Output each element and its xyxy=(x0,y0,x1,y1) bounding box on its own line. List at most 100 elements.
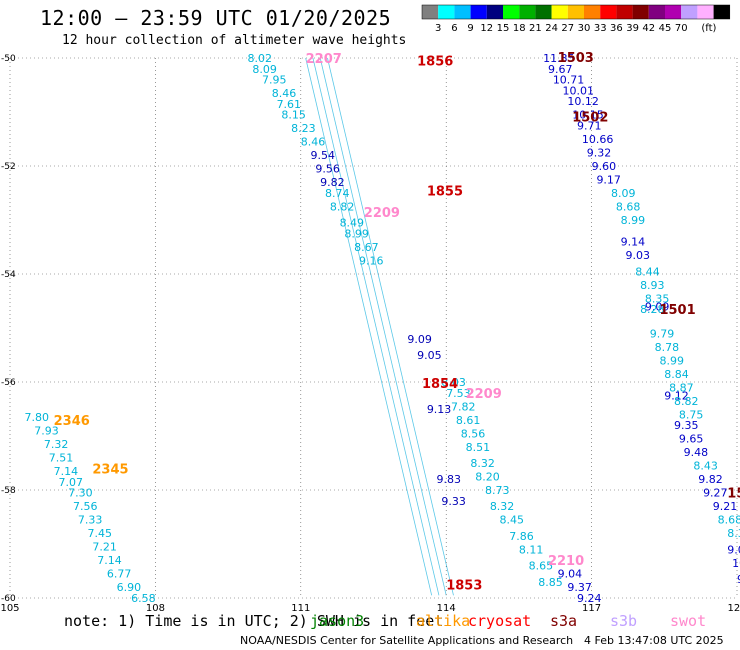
swh-value-label: 8.45 xyxy=(500,514,524,527)
pass-time-label: 1856 xyxy=(417,55,453,70)
swh-value-label: 9.17 xyxy=(596,174,621,187)
color-swatch xyxy=(470,5,487,19)
swh-value-label: 7.95 xyxy=(262,74,287,87)
swh-value-label: 9.48 xyxy=(684,446,709,459)
swh-value-label: 8.02 xyxy=(247,52,272,65)
satellite-legend-s3a: s3a xyxy=(550,612,578,630)
pass-time-label: 1855 xyxy=(427,184,463,199)
swh-value-label: 9.65 xyxy=(679,433,704,446)
swh-value-label: 6.58 xyxy=(131,592,156,605)
satellite-legend-altika: altika xyxy=(416,612,471,630)
pass-time-label: 150 xyxy=(727,487,740,502)
pass-time-label: 2345 xyxy=(92,462,128,477)
satellite-legend-cryosat: cryosat xyxy=(468,612,532,630)
color-scale-label: 33 xyxy=(594,23,607,34)
swh-value-label: 8.82 xyxy=(674,395,699,408)
swh-value-label: 9.24 xyxy=(577,592,602,605)
swh-value-label: 8.84 xyxy=(664,368,689,381)
pass-time-label: 1502 xyxy=(572,110,608,125)
swh-value-label: 7.33 xyxy=(78,514,103,527)
color-swatch xyxy=(438,5,455,19)
swh-value-label: 9.54 xyxy=(310,149,335,162)
swh-value-label: 8.11 xyxy=(519,543,544,556)
swh-value-label: 9.05 xyxy=(417,349,442,362)
swh-value-label: 8.56 xyxy=(461,427,486,440)
satellite-legend-s3b: s3b xyxy=(610,612,638,630)
color-scale-label: 45 xyxy=(659,23,672,34)
color-scale-label: 42 xyxy=(642,23,655,34)
swh-value-label: 7.14 xyxy=(54,465,78,478)
color-swatch xyxy=(503,5,520,19)
swh-value-label: 8.15 xyxy=(281,109,306,122)
y-tick-label: -58 xyxy=(1,486,16,496)
swh-value-label: 7.53 xyxy=(446,387,471,400)
swh-value-label: 9.14 xyxy=(621,236,646,249)
x-tick-label: 105 xyxy=(0,603,19,612)
swh-value-label: 9.60 xyxy=(592,160,617,173)
swh-value-label: 7.86 xyxy=(509,530,534,543)
color-swatch xyxy=(486,5,503,19)
color-swatch xyxy=(600,5,617,19)
swh-value-label: 9.37 xyxy=(567,581,592,594)
chart-subtitle: 12 hour collection of altimeter wave hei… xyxy=(62,33,407,48)
track-line xyxy=(312,57,440,596)
color-scale-label: 15 xyxy=(497,23,510,34)
swh-value-label: 10.15 xyxy=(572,109,604,122)
pass-time-label: 2209 xyxy=(364,206,400,221)
swh-value-label: 6.77 xyxy=(107,568,132,581)
swh-value-label: 9.21 xyxy=(713,500,738,513)
swh-value-label: 10.71 xyxy=(553,74,585,87)
swh-value-label: 9.33 xyxy=(441,495,466,508)
chart-title: 12:00 – 23:59 UTC 01/20/2025 xyxy=(40,6,392,30)
swh-value-label: 8.99 xyxy=(621,214,646,227)
swh-value-label: 9.71 xyxy=(577,120,602,133)
swh-value-label: 8.99 xyxy=(344,228,369,241)
swh-value-label: 9.32 xyxy=(737,573,740,586)
swh-value-label: 10.12 xyxy=(732,557,740,570)
swh-value-label: 8.32 xyxy=(490,500,515,513)
track-line xyxy=(305,57,433,596)
pass-time-label: 2209 xyxy=(466,387,502,402)
color-scale-label: 18 xyxy=(513,23,526,34)
color-scale-label: 9 xyxy=(467,23,473,34)
swh-value-label: 8.61 xyxy=(456,414,481,427)
swh-value-label: 8.44 xyxy=(635,265,660,278)
swh-value-label: 7.45 xyxy=(88,527,113,540)
swh-value-label: 8.32 xyxy=(727,527,740,540)
swh-value-label: 7.61 xyxy=(277,98,302,111)
color-scale-label: 3 xyxy=(435,23,441,34)
color-swatch xyxy=(454,5,471,19)
swh-value-label: 8.93 xyxy=(640,279,665,292)
y-tick-label: -54 xyxy=(1,270,16,280)
swh-value-label: 7.30 xyxy=(68,487,93,500)
swh-value-label: 8.75 xyxy=(679,408,704,421)
swh-value-label: 7.14 xyxy=(97,554,122,567)
swh-value-label: 9.09 xyxy=(407,333,432,346)
pass-time-label: 1853 xyxy=(446,579,482,594)
y-tick-label: -56 xyxy=(1,378,16,388)
swh-value-label: 9.32 xyxy=(587,147,612,160)
swh-value-label: 7.93 xyxy=(34,425,59,438)
color-swatch xyxy=(422,5,439,19)
swh-value-label: 10.01 xyxy=(563,84,595,97)
pass-time-label: 2207 xyxy=(306,52,342,67)
swh-value-label: 8.46 xyxy=(301,136,326,149)
swh-value-label: 9.82 xyxy=(698,473,723,486)
swh-value-label: 8.43 xyxy=(693,460,718,473)
color-swatch xyxy=(648,5,665,19)
color-scale-unit: (ft) xyxy=(701,23,716,34)
swh-value-label: 8.68 xyxy=(718,514,740,527)
color-swatch xyxy=(535,5,552,19)
color-scale-label: 27 xyxy=(561,23,574,34)
color-scale-label: 6 xyxy=(451,23,457,34)
swh-value-label: 7.07 xyxy=(58,476,83,489)
y-tick-label: -60 xyxy=(1,594,16,604)
swh-value-label: 9.16 xyxy=(359,255,384,268)
swh-value-label: 8.85 xyxy=(538,576,563,589)
swh-value-label: 9.09 xyxy=(727,543,740,556)
swh-value-label: 8.74 xyxy=(325,187,350,200)
pass-time-label: 2346 xyxy=(54,414,90,429)
color-scale-label: 12 xyxy=(480,23,493,34)
x-tick-label: 120 xyxy=(727,603,740,612)
swh-value-label: 8.99 xyxy=(659,354,684,367)
